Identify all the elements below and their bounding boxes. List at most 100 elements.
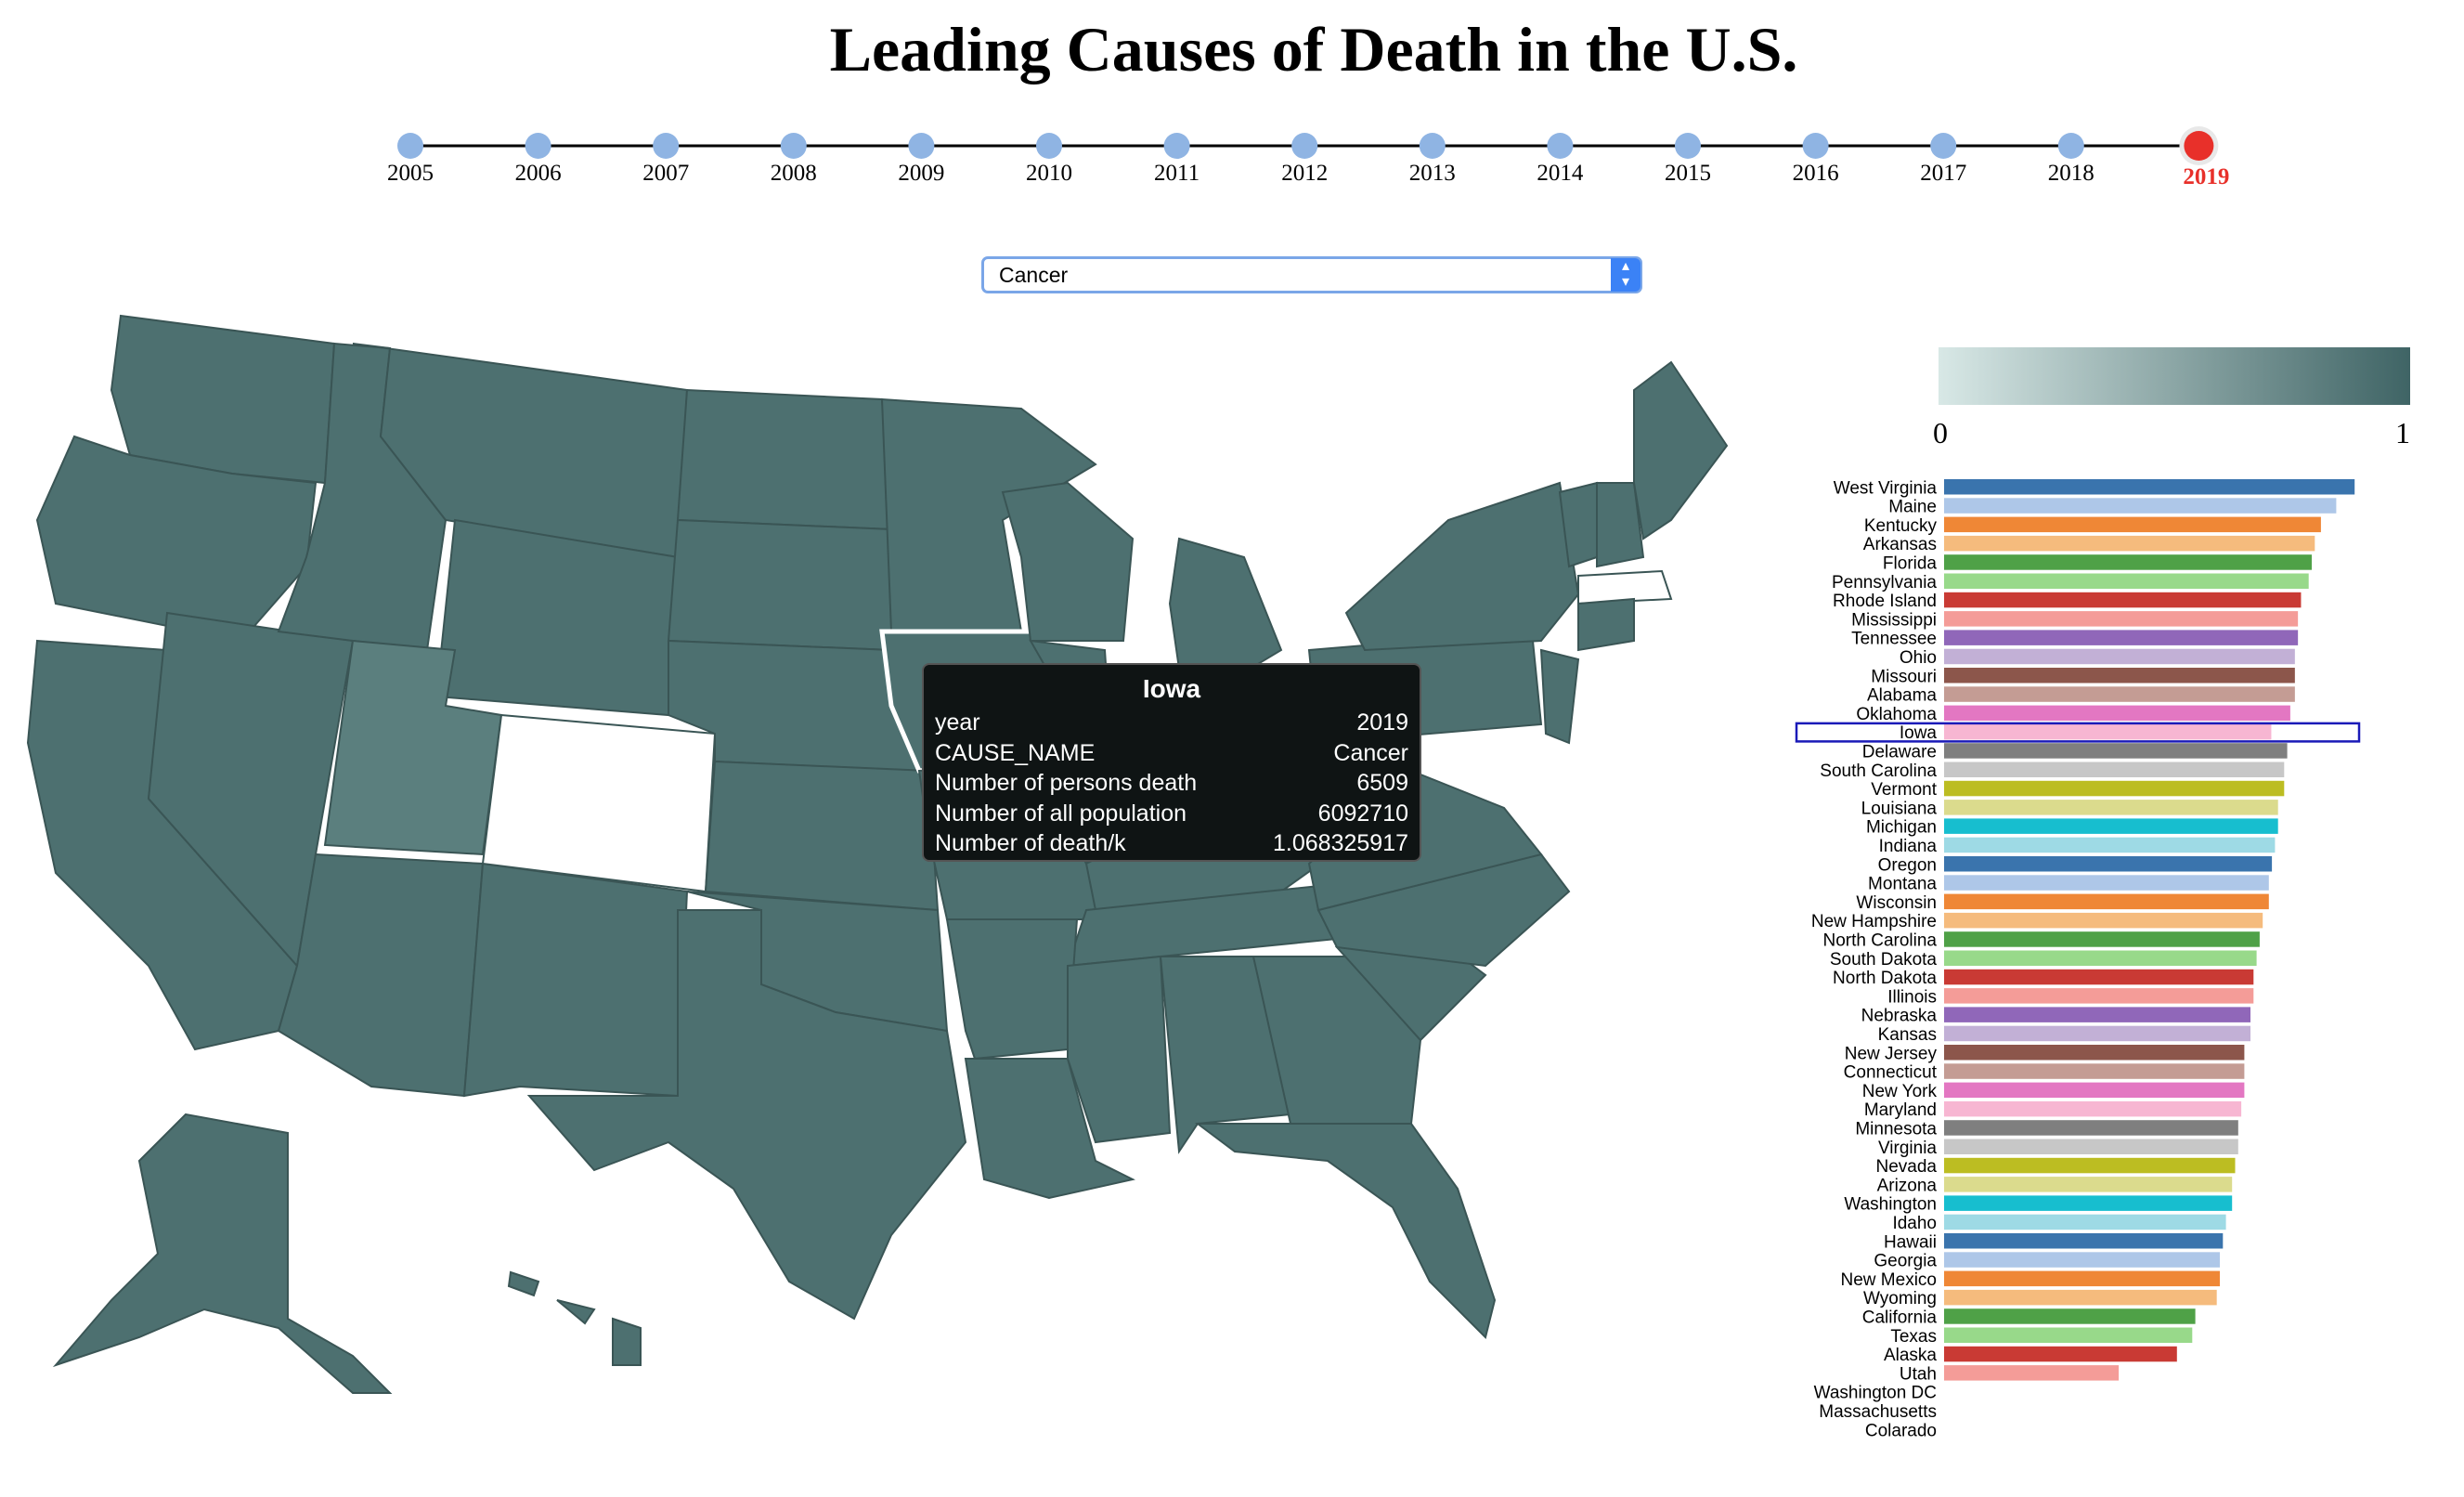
timeline-dot-2010[interactable]: [1036, 133, 1062, 159]
bar-georgia[interactable]: [1944, 1252, 2220, 1268]
timeline-label-2010[interactable]: 2010: [1026, 161, 1072, 186]
bar-iowa[interactable]: [1944, 723, 2272, 740]
timeline-dot-2005[interactable]: [397, 133, 423, 159]
bar-virginia[interactable]: [1944, 1139, 2238, 1155]
state-hawaii[interactable]: [507, 1270, 642, 1366]
bar-hawaii[interactable]: [1944, 1233, 2224, 1249]
bar-minnesota[interactable]: [1944, 1120, 2238, 1136]
timeline-dot-2014[interactable]: [1547, 133, 1574, 159]
timeline-dot-2018[interactable]: [2057, 133, 2084, 159]
bar-mississippi[interactable]: [1944, 611, 2299, 627]
state-new-mexico[interactable]: [462, 862, 689, 1098]
timeline-dot-2019[interactable]: [2184, 131, 2214, 161]
timeline-dot-2008[interactable]: [780, 133, 807, 159]
timeline-dot-2009[interactable]: [908, 133, 935, 159]
bar-new-york[interactable]: [1944, 1082, 2245, 1099]
bar-label: South Dakota: [1830, 950, 1938, 970]
bar-oklahoma[interactable]: [1944, 705, 2290, 722]
bar-alabama[interactable]: [1944, 686, 2295, 702]
bar-new-hampshire[interactable]: [1944, 912, 2263, 929]
bar-texas[interactable]: [1944, 1327, 2193, 1344]
timeline-label-2018[interactable]: 2018: [2048, 161, 2094, 186]
bar-utah[interactable]: [1944, 1365, 2120, 1381]
bar-new-jersey[interactable]: [1944, 1045, 2245, 1061]
timeline-label-2019[interactable]: 2019: [2183, 164, 2229, 189]
bar-montana[interactable]: [1944, 875, 2269, 891]
bar-rhode-island[interactable]: [1944, 592, 2302, 608]
bar-oregon[interactable]: [1944, 856, 2273, 872]
state-wisconsin[interactable]: [1001, 481, 1135, 642]
timeline-label-2014[interactable]: 2014: [1537, 161, 1584, 186]
state-texas[interactable]: [526, 909, 967, 1321]
bar-kentucky[interactable]: [1944, 516, 2321, 533]
bar-highlight-outline: [1795, 722, 2361, 743]
bar-california[interactable]: [1944, 1308, 2196, 1324]
tooltip-row: Number of persons death 6509: [935, 768, 1408, 799]
bar-michigan[interactable]: [1944, 818, 2278, 834]
timeline-label-2008[interactable]: 2008: [771, 161, 817, 186]
timeline-dot-2012[interactable]: [1291, 133, 1318, 159]
bar-new-mexico[interactable]: [1944, 1270, 2220, 1287]
state-georgia[interactable]: [1251, 956, 1422, 1125]
timeline-label-2016[interactable]: 2016: [1793, 161, 1839, 186]
state-new-hampshire[interactable]: [1596, 482, 1645, 568]
bar-label: Iowa: [1900, 723, 1938, 743]
bar-indiana[interactable]: [1944, 837, 2276, 853]
bar-tennessee[interactable]: [1944, 630, 2299, 645]
bar-missouri[interactable]: [1944, 668, 2295, 683]
state-mississippi[interactable]: [1067, 955, 1172, 1144]
timeline-label-2013[interactable]: 2013: [1409, 161, 1456, 186]
bar-nevada[interactable]: [1944, 1157, 2236, 1174]
timeline-dot-2017[interactable]: [1930, 133, 1957, 159]
timeline-label-2017[interactable]: 2017: [1920, 161, 1966, 186]
bar-pennsylvania[interactable]: [1944, 573, 2309, 590]
bar-north-dakota[interactable]: [1944, 969, 2254, 985]
bar-north-carolina[interactable]: [1944, 931, 2260, 947]
bar-illinois[interactable]: [1944, 988, 2254, 1004]
timeline-dot-2006[interactable]: [525, 133, 551, 159]
state-new-jersey[interactable]: [1539, 648, 1580, 745]
bar-kansas[interactable]: [1944, 1025, 2250, 1042]
bar-maryland[interactable]: [1944, 1100, 2242, 1117]
state-maine[interactable]: [1633, 360, 1729, 540]
bar-alaska[interactable]: [1944, 1346, 2177, 1362]
bar-wisconsin[interactable]: [1944, 893, 2269, 910]
state-arkansas[interactable]: [945, 918, 1079, 1061]
timeline-label-2007[interactable]: 2007: [642, 161, 689, 186]
bar-wyoming[interactable]: [1944, 1289, 2217, 1306]
state-connecticut[interactable]: [1577, 597, 1635, 652]
state-alabama[interactable]: [1159, 956, 1292, 1154]
timeline-dot-2015[interactable]: [1675, 133, 1701, 159]
bar-florida[interactable]: [1944, 554, 2312, 570]
timeline-label-2006[interactable]: 2006: [515, 161, 562, 186]
bar-ohio[interactable]: [1944, 648, 2295, 665]
timeline-label-2011[interactable]: 2011: [1154, 161, 1200, 186]
bar-south-carolina[interactable]: [1944, 762, 2285, 778]
timeline-label-2012[interactable]: 2012: [1281, 161, 1328, 186]
bar-west-virginia[interactable]: [1944, 479, 2355, 495]
timeline-label-2005[interactable]: 2005: [387, 161, 434, 186]
timeline-dot-2013[interactable]: [1419, 133, 1446, 159]
bar-south-dakota[interactable]: [1944, 950, 2257, 967]
bar-connecticut[interactable]: [1944, 1063, 2245, 1079]
bar-delaware[interactable]: [1944, 743, 2288, 759]
tooltip-label: year: [935, 709, 980, 735]
bar-arkansas[interactable]: [1944, 535, 2315, 552]
bar-maine[interactable]: [1944, 498, 2337, 514]
timeline-label-2015[interactable]: 2015: [1665, 161, 1711, 186]
bar-arizona[interactable]: [1944, 1177, 2233, 1192]
bar-louisiana[interactable]: [1944, 800, 2278, 815]
timeline-dot-2011[interactable]: [1163, 133, 1190, 159]
timeline-label-2009[interactable]: 2009: [898, 161, 944, 186]
bar-idaho[interactable]: [1944, 1214, 2226, 1230]
state-alaska[interactable]: [52, 1113, 393, 1394]
timeline-dot-2007[interactable]: [653, 133, 680, 159]
state-massachusetts[interactable]: [1577, 569, 1673, 605]
timeline-dot-2016[interactable]: [1802, 133, 1829, 159]
bar-vermont[interactable]: [1944, 780, 2285, 797]
state-florida[interactable]: [1195, 1123, 1497, 1339]
cause-select[interactable]: Cancer ▴ ▾: [981, 256, 1642, 293]
bar-nebraska[interactable]: [1944, 1007, 2250, 1022]
bar-washington[interactable]: [1944, 1195, 2233, 1211]
